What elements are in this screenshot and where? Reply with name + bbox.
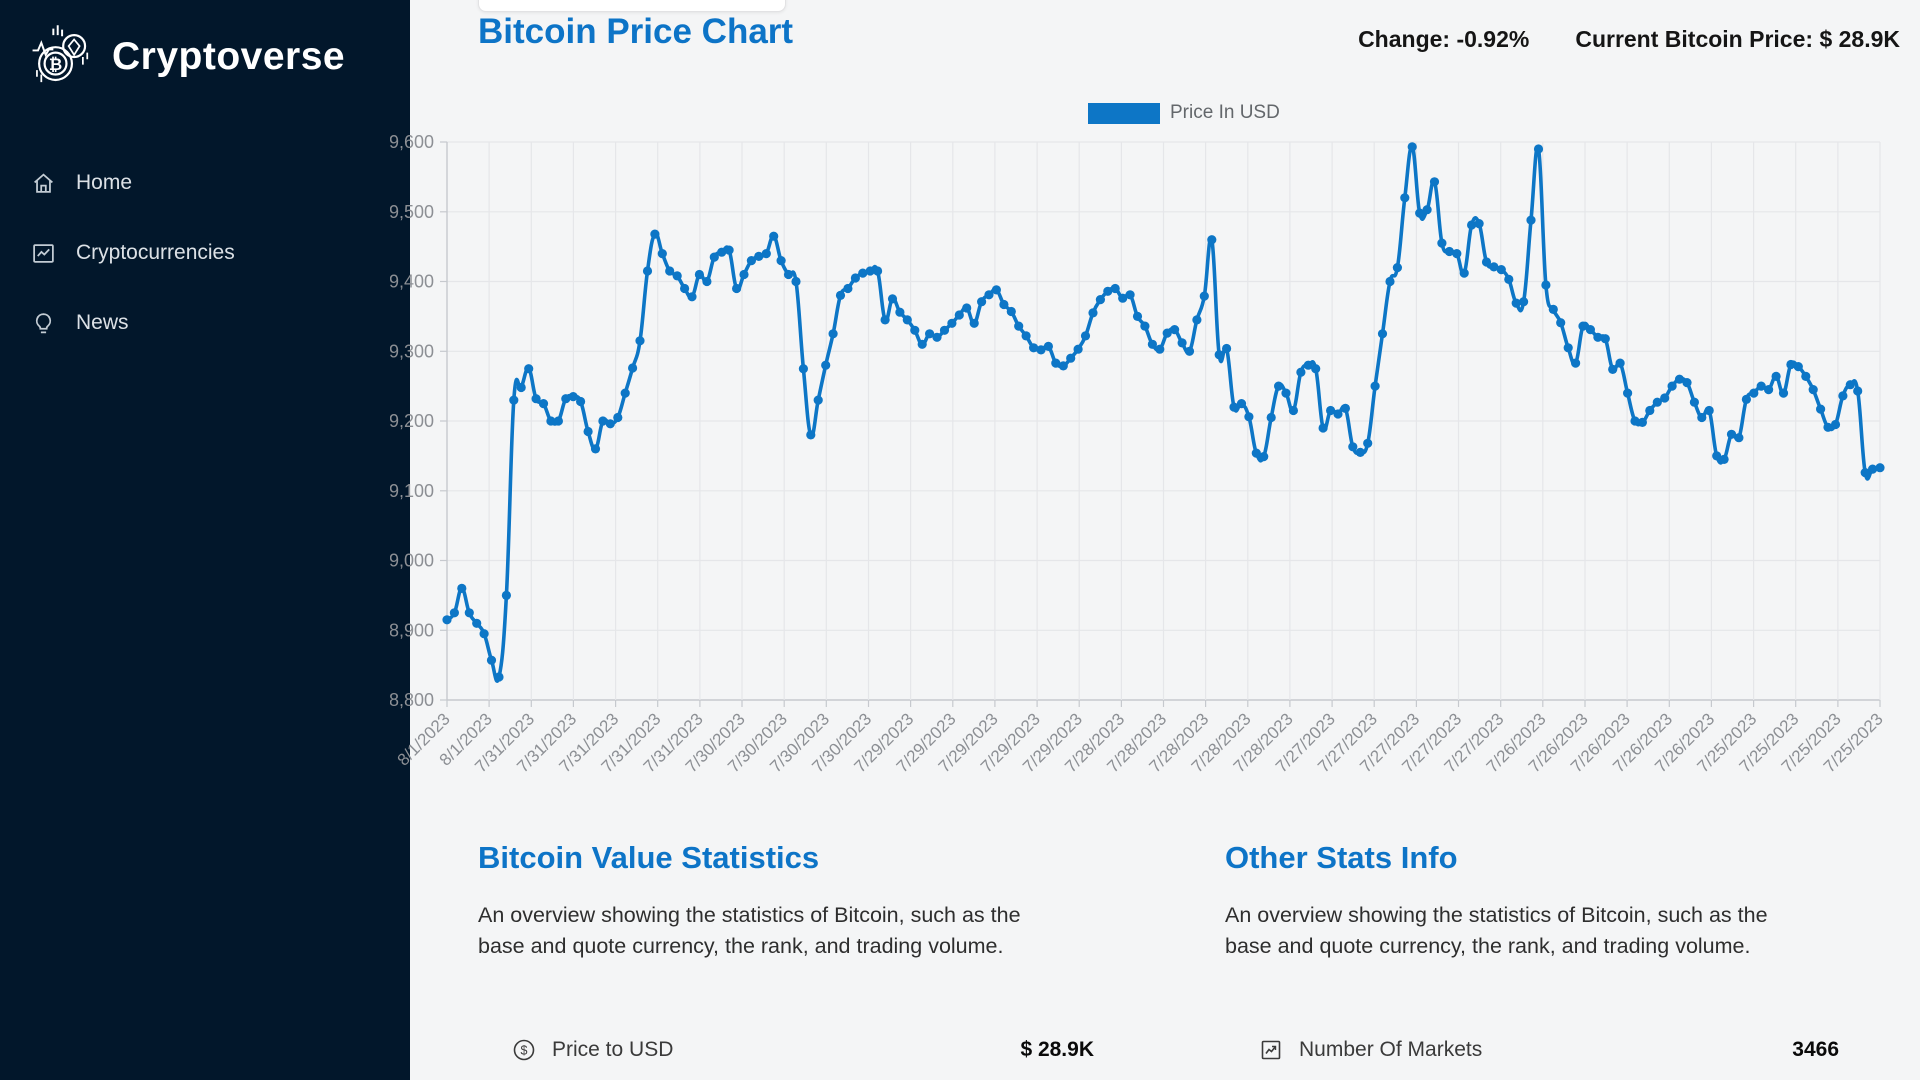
dollar-circle-icon: $	[512, 1038, 536, 1062]
svg-text:29,400: 29,400	[390, 272, 434, 292]
sidebar-item-label: News	[76, 311, 129, 334]
sidebar-item-cryptocurrencies[interactable]: Cryptocurrencies	[0, 218, 410, 288]
chart-legend[interactable]: Price In USD	[1088, 102, 1280, 124]
section-description: An overview showing the statistics of Bi…	[1225, 903, 1768, 958]
sidebar-item-label: Home	[76, 171, 133, 194]
svg-text:29,100: 29,100	[390, 481, 434, 501]
sidebar-item-label: Cryptocurrencies	[76, 241, 235, 264]
stat-row-number-of-markets: Number Of Markets 3466	[1225, 1024, 1873, 1076]
svg-text:28,900: 28,900	[390, 620, 434, 640]
svg-text:29,500: 29,500	[390, 202, 434, 222]
sidebar-nav: Home Cryptocurrencies News	[0, 148, 410, 358]
stat-label: Number Of Markets	[1299, 1038, 1483, 1061]
svg-text:$: $	[521, 1044, 528, 1058]
price-change: Change: -0.92%	[1358, 26, 1529, 53]
fund-icon	[30, 240, 56, 266]
section-other-stats: Other Stats Info An overview showing the…	[1225, 840, 1873, 1076]
section-heading: Other Stats Info	[1225, 840, 1458, 875]
stat-value: $ 28.9K	[1020, 1038, 1094, 1061]
legend-swatch	[1088, 102, 1160, 124]
section-description: An overview showing the statistics of Bi…	[478, 903, 1021, 958]
legend-label: Price In USD	[1170, 102, 1280, 123]
bulb-icon	[30, 310, 56, 336]
sidebar-item-home[interactable]: Home	[0, 148, 410, 218]
svg-text:28,800: 28,800	[390, 690, 434, 710]
stat-label: Price to USD	[552, 1038, 674, 1061]
price-line-chart[interactable]: 29,600 29,500 29,400 29,300 29,200 29,100 29,0…	[390, 128, 1910, 796]
stat-value: 3466	[1792, 1038, 1839, 1061]
svg-text:29,300: 29,300	[390, 341, 434, 361]
price-change-value: -0.92%	[1456, 26, 1530, 52]
current-price-label: Current Bitcoin Price:	[1575, 26, 1814, 52]
section-heading: Bitcoin Value Statistics	[478, 840, 820, 875]
sidebar-item-news[interactable]: News	[0, 288, 410, 358]
svg-text:29,000: 29,000	[390, 551, 434, 571]
current-price: Current Bitcoin Price: $ 28.9K	[1575, 26, 1900, 53]
brand-name[interactable]: Cryptoverse	[112, 35, 346, 78]
sidebar: ₿ Cryptoverse Home Cryptocurren	[0, 0, 410, 1080]
section-value-statistics: Bitcoin Value Statistics An overview sho…	[478, 840, 1128, 1076]
svg-text:29,200: 29,200	[390, 411, 434, 431]
current-price-value: $ 28.9K	[1819, 26, 1900, 52]
svg-text:29,600: 29,600	[390, 132, 434, 152]
brand[interactable]: ₿ Cryptoverse	[26, 22, 345, 92]
price-change-label: Change:	[1358, 26, 1451, 52]
timeperiod-select[interactable]	[478, 0, 786, 12]
page-title: Bitcoin Price Chart	[478, 12, 794, 51]
cryptoverse-logo-icon: ₿	[26, 22, 96, 92]
svg-text:₿: ₿	[49, 56, 62, 74]
stat-row-price-to-usd: $ Price to USD $ 28.9K	[478, 1024, 1128, 1076]
home-icon	[30, 170, 56, 196]
markets-icon	[1259, 1038, 1283, 1062]
header-stats: Change: -0.92% Current Bitcoin Price: $ …	[1358, 26, 1900, 53]
